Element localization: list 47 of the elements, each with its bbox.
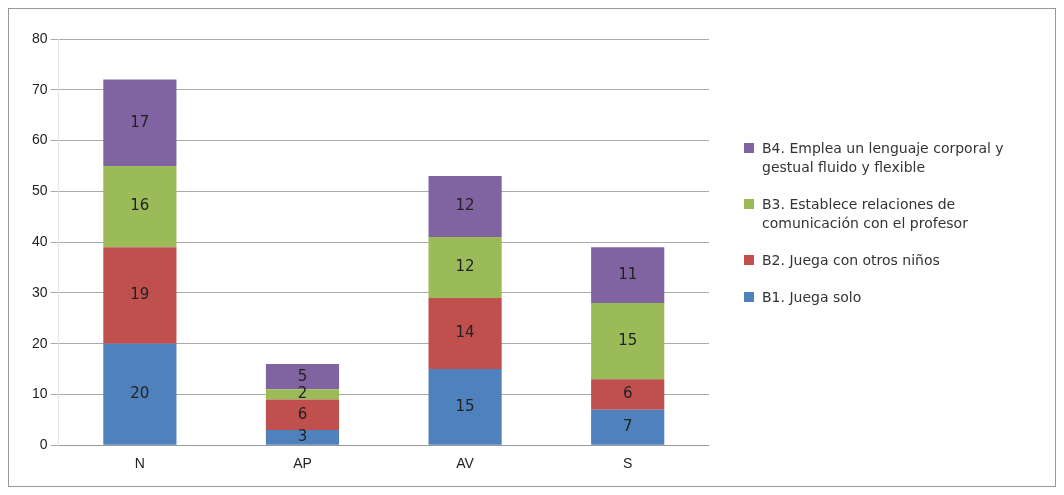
data-label: 12	[455, 257, 475, 276]
bar	[591, 303, 665, 380]
y-tick-label: 60	[31, 131, 48, 148]
legend-label: B1. Juega solo	[762, 288, 862, 307]
y-tick-label: 20	[31, 334, 48, 351]
y-tick-label: 40	[31, 232, 48, 249]
bar	[103, 165, 177, 248]
legend-label: B2. Juega con otros niños	[762, 251, 940, 270]
data-label: 11	[618, 264, 638, 283]
data-label: 5	[297, 366, 308, 385]
x-tick-label: AV	[456, 455, 475, 472]
data-label: 7	[622, 417, 633, 436]
data-label: 12	[455, 196, 475, 215]
bar	[591, 379, 665, 410]
bar	[428, 176, 502, 238]
data-label: 14	[455, 323, 475, 342]
y-tick-label: 70	[31, 80, 48, 97]
bar	[265, 399, 340, 430]
x-tick-label: S	[623, 455, 633, 472]
data-label: 3	[297, 427, 308, 446]
bar	[103, 247, 177, 344]
bar	[428, 369, 502, 445]
x-tick-label: AP	[293, 455, 312, 472]
data-label: 2	[297, 384, 308, 403]
bar	[591, 409, 665, 445]
bar	[428, 297, 502, 370]
y-tick-label: 0	[39, 436, 48, 453]
legend-label: B4. Emplea un lenguaje corporal y gestual fluido y flexible	[762, 139, 1005, 177]
bar	[103, 343, 177, 445]
data-label: 15	[618, 331, 638, 349]
data-label: 6	[297, 404, 308, 423]
x-tick-label: N	[134, 455, 145, 472]
data-label: 15	[455, 396, 475, 415]
y-tick-label: 80	[31, 29, 48, 46]
data-label: 6	[622, 384, 633, 403]
bar	[265, 429, 340, 445]
y-tick-label: 30	[31, 283, 48, 300]
bar	[591, 247, 665, 304]
bar	[103, 79, 177, 166]
bar	[428, 237, 502, 298]
y-tick-label: 50	[31, 182, 48, 199]
y-tick-label: 10	[31, 385, 48, 402]
legend-label: B3. Establece relaciones de comunicación con el profesor	[762, 195, 969, 233]
data-label: 19	[130, 285, 150, 304]
data-label: 16	[130, 196, 150, 215]
data-label: 17	[130, 112, 150, 131]
data-label: 20	[130, 384, 150, 403]
